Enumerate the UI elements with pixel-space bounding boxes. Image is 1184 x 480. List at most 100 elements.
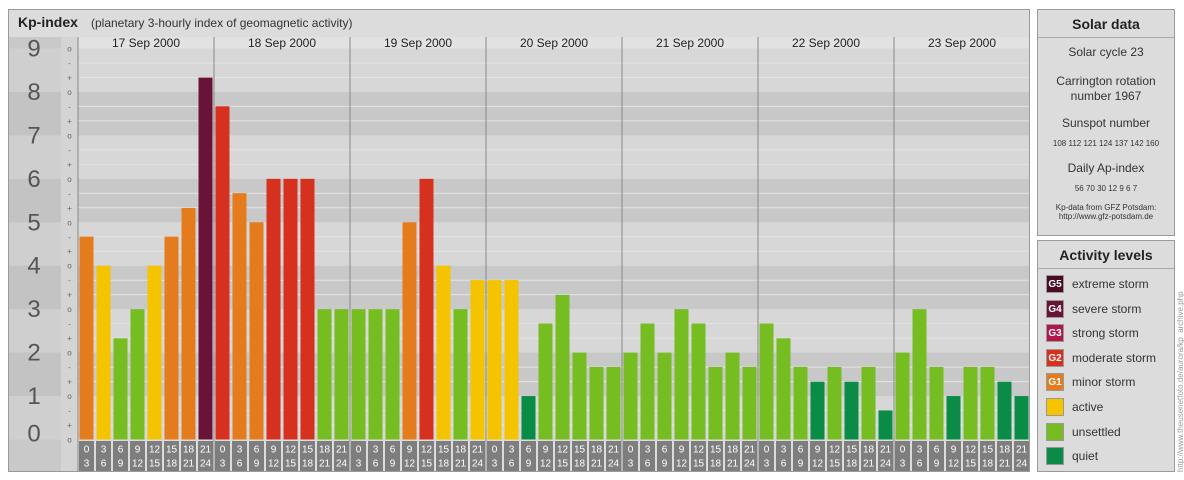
legend-label: minor storm [1072, 375, 1136, 390]
kp-chart-panel: 0 1 2 3 4 5 6 7 8 9 o + - o + - o + - o + - o + - o + - o + - o + - o + - o 17… [8, 9, 1030, 472]
kp-bar [827, 366, 842, 440]
interval-start-label: 6 [798, 445, 804, 456]
kp-bar [504, 280, 519, 440]
interval-end-label: 18 [846, 459, 858, 470]
minor-tick: + [67, 160, 72, 169]
kp-bar [555, 294, 570, 440]
interval-end-label: 6 [509, 459, 515, 470]
interval-cell [436, 441, 451, 471]
interval-cell [793, 441, 808, 471]
interval-cell [521, 441, 536, 471]
kp-bar [963, 366, 978, 440]
kp-bar [351, 309, 366, 440]
interval-start-label: 3 [237, 445, 243, 456]
minor-tick: + [67, 117, 72, 126]
interval-start-label: 15 [846, 445, 858, 456]
interval-end-label: 9 [254, 459, 260, 470]
legend-swatch [1046, 398, 1064, 416]
legend-swatch: G5 [1046, 275, 1064, 293]
interval-start-label: 0 [900, 445, 906, 456]
interval-end-label: 21 [319, 459, 331, 470]
interval-cell [572, 441, 587, 471]
interval-start-label: 12 [693, 445, 705, 456]
interval-start-label: 15 [302, 445, 314, 456]
minor-tick: o [67, 262, 72, 271]
interval-end-label: 3 [628, 459, 634, 470]
axis-band [9, 178, 61, 223]
interval-end-label: 6 [237, 459, 243, 470]
interval-end-label: 24 [880, 459, 892, 470]
kp-bar [147, 265, 162, 440]
legend-item: G1 minor storm [1046, 373, 1172, 393]
interval-start-label: 9 [543, 445, 549, 456]
interval-start-label: 6 [118, 445, 124, 456]
interval-end-label: 24 [200, 459, 212, 470]
interval-start-label: 15 [982, 445, 994, 456]
interval-end-label: 24 [744, 459, 756, 470]
kp-band [78, 48, 1029, 92]
interval-cell [742, 441, 757, 471]
kp-bar [895, 352, 910, 440]
minor-tick: o [67, 218, 72, 227]
day-label: 23 Sep 2000 [928, 36, 996, 50]
source-line1: Kp-data from GFZ Potsdam: [1055, 203, 1157, 212]
interval-start-label: 15 [710, 445, 722, 456]
kp-bar [368, 309, 383, 440]
interval-start-label: 0 [220, 445, 226, 456]
legend-swatch: G3 [1046, 324, 1064, 343]
legend-swatch: G2 [1046, 348, 1064, 367]
solar-data-panel: Solar data Solar cycle 23 Carrington rot… [1037, 9, 1175, 236]
interval-cell [232, 441, 247, 471]
kp-bar [453, 309, 468, 440]
interval-cell [266, 441, 281, 471]
day-label: 22 Sep 2000 [792, 36, 860, 50]
interval-cell [810, 441, 825, 471]
interval-cell [963, 441, 978, 471]
minor-tick: - [68, 59, 71, 68]
interval-start-label: 21 [472, 445, 484, 456]
kp-bar [215, 106, 230, 440]
minor-tick: - [68, 102, 71, 111]
legend-label: unsettled [1072, 424, 1121, 439]
kp-bar [946, 396, 961, 440]
interval-end-label: 15 [829, 459, 841, 470]
axis-band [9, 352, 61, 397]
source-link[interactable]: http://www.gfz-potsdam.de [1058, 212, 1154, 221]
interval-start-label: 9 [135, 445, 141, 456]
divider [1038, 37, 1174, 38]
kp-bar [1014, 396, 1029, 440]
kp-bar [572, 352, 587, 440]
interval-start-label: 3 [373, 445, 379, 456]
y-tick-label: 5 [27, 209, 40, 236]
interval-end-label: 15 [965, 459, 977, 470]
interval-end-label: 12 [812, 459, 824, 470]
kp-bar [113, 338, 128, 440]
kp-bar [419, 178, 434, 440]
y-tick-label: 7 [27, 122, 40, 149]
interval-start-label: 0 [764, 445, 770, 456]
kp-bar [79, 236, 94, 440]
kp-bar [878, 410, 893, 440]
divider [1038, 268, 1174, 269]
carrington-line1: Carrington rotation [1056, 74, 1156, 88]
interval-end-label: 18 [302, 459, 314, 470]
kp-bar [317, 309, 332, 440]
kp-bar [181, 207, 196, 440]
legend-label: moderate storm [1072, 350, 1157, 365]
interval-cell [929, 441, 944, 471]
y-tick-label: 3 [27, 296, 40, 323]
kp-bar [776, 338, 791, 440]
interval-cell [470, 441, 485, 471]
interval-end-label: 3 [220, 459, 226, 470]
kp-bar [623, 352, 638, 440]
interval-end-label: 12 [948, 459, 960, 470]
interval-end-label: 12 [268, 459, 280, 470]
interval-end-label: 21 [863, 459, 875, 470]
interval-cell [827, 441, 842, 471]
interval-end-label: 21 [183, 459, 195, 470]
legend-item: G4 severe storm [1046, 299, 1172, 320]
solar-data-title: Solar data [1072, 16, 1140, 32]
kp-bar [283, 178, 298, 440]
interval-start-label: 9 [271, 445, 277, 456]
y-tick-label: 2 [27, 340, 40, 367]
